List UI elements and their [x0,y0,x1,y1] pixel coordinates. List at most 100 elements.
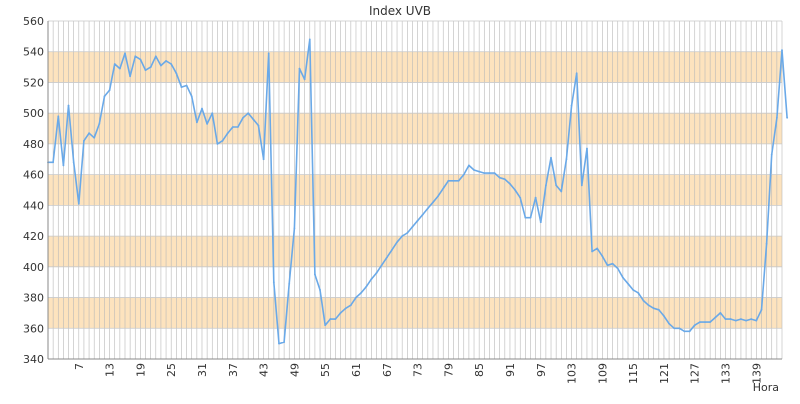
data-point [596,247,599,250]
data-point [88,132,90,135]
x-tick-label: 55 [319,363,332,377]
data-point [370,278,373,281]
x-tick-label: 103 [566,363,579,384]
data-point [411,225,414,228]
data-point [314,273,316,276]
data-point [375,272,378,274]
data-point [755,319,758,322]
data-point [729,318,732,320]
data-point [437,195,439,198]
data-point [683,330,686,333]
axes [47,21,782,360]
data-point [329,318,332,320]
x-tick-label: 13 [104,363,117,377]
data-point [688,330,691,333]
data-point [765,242,768,245]
data-point [416,219,419,222]
data-point [519,196,522,199]
band-480 [48,113,782,144]
data-point [190,95,193,98]
data-point [668,322,670,325]
x-tick-label: 85 [473,363,486,377]
data-point [324,324,327,327]
data-point [539,221,542,224]
x-tick-label: 115 [627,363,640,384]
x-tick-label: 133 [720,363,733,384]
data-point [632,288,635,291]
data-point [714,316,717,319]
data-point [195,121,198,124]
band-360 [48,297,782,329]
series-layer [47,38,789,345]
data-point [355,296,357,299]
x-tick-label: 139 [750,363,763,384]
data-point [267,52,270,55]
data-point [180,86,183,88]
x-tick-label: 43 [258,363,271,377]
data-point [462,173,465,176]
data-point [175,72,178,75]
data-point [247,112,250,115]
data-point [365,285,368,288]
data-point [493,172,496,175]
data-point [160,64,162,67]
data-point [139,58,142,61]
data-point [647,304,650,307]
x-tick-label: 121 [658,363,671,384]
data-point [134,55,137,58]
data-point [62,164,65,167]
data-point [719,312,722,314]
band-400 [48,236,782,267]
y-tick-label: 400 [23,261,44,274]
data-point [709,321,712,324]
y-tick-label: 460 [23,169,44,182]
data-point [154,55,157,58]
data-point [113,63,116,65]
data-point [426,207,429,210]
data-point [319,288,321,291]
data-point [334,318,337,320]
y-tick-label: 500 [23,107,44,120]
data-point [185,84,188,87]
data-point [129,75,132,78]
data-point [575,72,578,75]
data-point [529,216,532,219]
data-point [93,136,96,139]
data-point [221,139,224,142]
data-point [201,107,203,110]
data-point [421,213,424,216]
data-point [242,116,244,119]
x-tick-label: 79 [442,363,455,377]
x-tick-label: 49 [288,363,301,377]
data-point [478,170,481,173]
data-point [555,184,558,187]
data-point [396,241,398,244]
data-point [770,153,773,156]
data-point [103,95,106,98]
data-point [211,112,214,115]
data-point [550,156,552,159]
x-tick-label: 67 [381,363,394,377]
data-point [621,276,624,279]
data-point [57,115,60,118]
data-point [52,161,55,164]
data-point [586,147,588,150]
horizontal-gridlines [48,20,782,360]
data-point [775,116,778,119]
band-520 [48,51,782,83]
x-tick-label: 19 [134,363,147,377]
x-axis-label: Hora [753,381,779,394]
data-point [77,202,80,205]
data-point [385,256,388,259]
data-point [432,201,434,204]
data-point [488,172,491,175]
x-tick-label: 97 [535,363,548,377]
data-point [565,158,568,161]
data-point [514,189,516,191]
x-tick-label: 31 [196,363,209,377]
data-point [108,89,111,92]
data-point [544,184,547,187]
data-point [652,307,655,310]
data-point [67,104,70,107]
